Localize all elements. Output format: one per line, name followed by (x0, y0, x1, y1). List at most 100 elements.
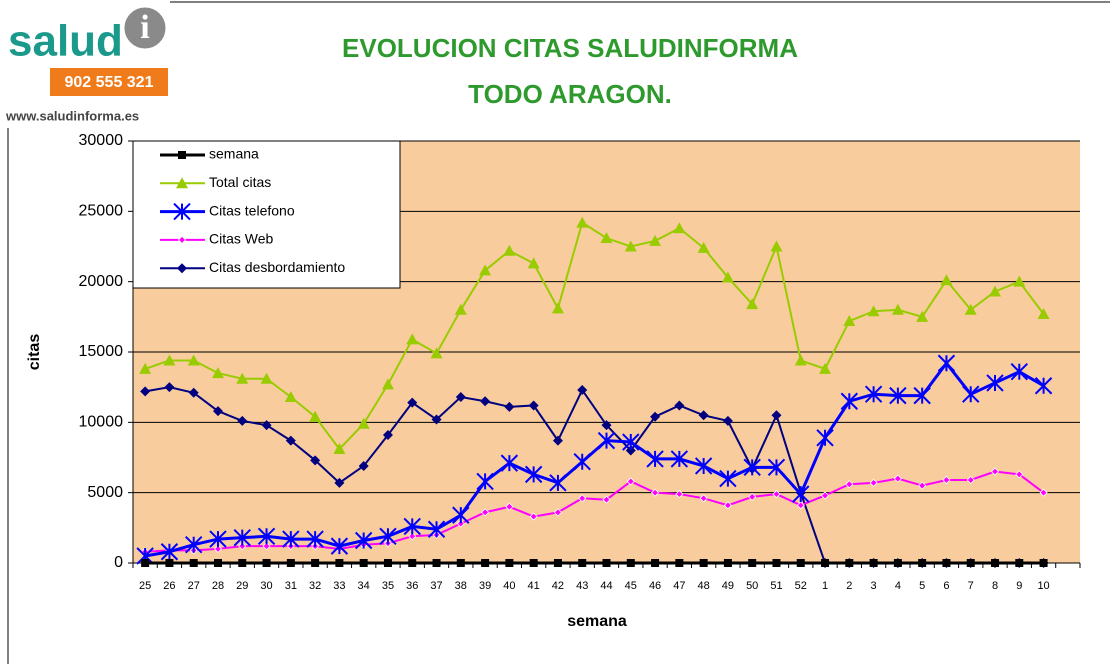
marker (721, 271, 734, 283)
marker (165, 559, 174, 567)
marker (500, 454, 519, 472)
marker (767, 458, 786, 477)
marker (357, 417, 370, 429)
marker (238, 542, 247, 551)
marker (624, 240, 637, 252)
marker (163, 354, 176, 366)
marker (794, 354, 807, 366)
marker (893, 474, 902, 483)
x-tick-label: 46 (649, 580, 661, 592)
x-tick-label: 33 (333, 580, 345, 592)
x-tick-label: 26 (163, 580, 175, 592)
marker (237, 415, 248, 426)
marker (748, 559, 757, 567)
marker (913, 386, 931, 405)
x-tick-label: 41 (528, 580, 540, 592)
legend-label: Citas desbordamiento (209, 259, 345, 275)
marker (382, 429, 393, 440)
marker (843, 315, 856, 327)
legend-marker (177, 263, 187, 274)
marker (408, 532, 417, 541)
legend-marker (177, 235, 187, 244)
marker (528, 400, 539, 411)
marker (821, 559, 830, 567)
marker (845, 559, 854, 567)
marker (1037, 308, 1050, 320)
marker (576, 216, 589, 228)
marker (699, 559, 708, 567)
legend-label: Total citas (209, 174, 271, 190)
marker (139, 362, 152, 374)
marker (379, 527, 397, 545)
logo-phone: 902 555 321 (65, 74, 154, 91)
marker (551, 302, 564, 314)
marker (698, 410, 709, 421)
marker (334, 477, 345, 488)
marker (381, 378, 394, 390)
marker (553, 559, 562, 567)
marker (311, 559, 320, 567)
series-line (144, 360, 1045, 558)
marker (964, 303, 977, 315)
marker (626, 477, 635, 486)
legend-label: Citas Web (209, 231, 274, 247)
marker (578, 559, 587, 567)
marker (966, 475, 975, 485)
marker (189, 559, 198, 567)
x-tick-label: 51 (770, 580, 782, 592)
marker (867, 305, 880, 317)
x-tick-label: 5 (919, 580, 925, 592)
marker (940, 274, 953, 286)
marker (649, 234, 662, 246)
y-tick-label: 15000 (79, 343, 124, 360)
marker (646, 450, 664, 468)
marker (333, 443, 346, 455)
marker (529, 512, 538, 521)
marker (819, 362, 832, 374)
logo-phone-box (50, 68, 168, 96)
x-tick-label: 2 (846, 580, 852, 592)
marker (578, 494, 587, 503)
y-tick-label: 0 (114, 554, 123, 571)
y-tick-label: 20000 (79, 273, 124, 290)
marker (454, 303, 467, 315)
marker (650, 411, 661, 422)
x-tick-label: 27 (188, 580, 200, 592)
marker (675, 559, 684, 567)
marker (937, 354, 956, 372)
x-tick-label: 31 (285, 580, 297, 592)
x-axis-label: semana (567, 613, 627, 630)
marker (792, 485, 810, 503)
marker (160, 543, 179, 561)
marker (262, 542, 271, 551)
marker (796, 501, 805, 510)
legend-label: Citas telefono (209, 202, 295, 218)
chart-subtitle: TODO ARAGON. (468, 79, 672, 109)
marker (549, 474, 567, 492)
marker (284, 391, 297, 403)
marker (480, 396, 491, 407)
marker (694, 457, 713, 475)
marker (529, 559, 538, 567)
marker (942, 475, 951, 485)
x-tick-label: 40 (503, 580, 515, 592)
series (139, 216, 1050, 455)
logo: salud i 902 555 321 www.saludinforma.es (5, 4, 169, 123)
x-tick-label: 3 (871, 580, 877, 592)
legend-box (132, 140, 401, 289)
marker (503, 244, 516, 256)
logo-badge-circle (121, 4, 169, 52)
x-tick-label: 6 (943, 580, 949, 592)
marker (188, 387, 199, 398)
marker (184, 536, 203, 554)
x-tick-label: 38 (455, 580, 467, 592)
marker (673, 222, 686, 234)
marker (816, 429, 834, 447)
marker (796, 559, 805, 567)
marker (650, 488, 660, 497)
x-tick-label: 43 (576, 580, 588, 592)
marker (891, 303, 904, 315)
x-tick-label: 28 (212, 580, 224, 592)
marker (335, 559, 344, 567)
